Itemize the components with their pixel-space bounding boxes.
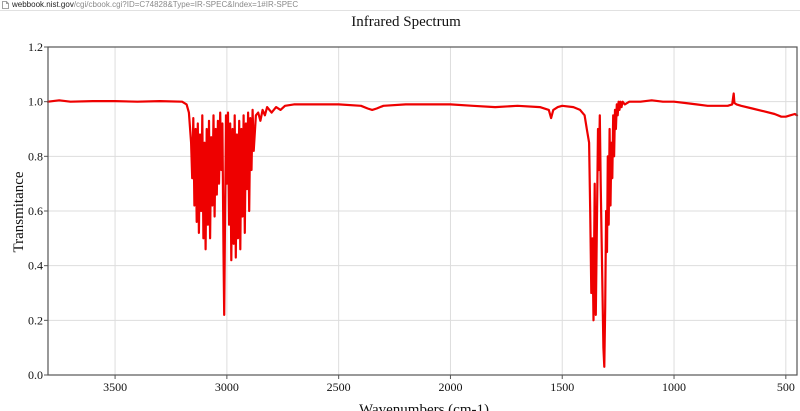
plot-border [47,46,798,376]
y-tick-label: 0.4 [28,259,43,273]
x-tick-label: 500 [777,380,795,394]
x-tick-label: 3500 [103,380,127,394]
chart-title: Infrared Spectrum [351,14,461,30]
url-host: webbook.nist.gov [12,0,74,9]
grid [48,46,797,376]
series-line-transmittance [46,92,799,368]
y-tick-label: 1.0 [28,95,43,109]
y-axis-label: Transmitance [11,171,27,252]
x-tick-label: 2000 [438,380,462,394]
y-tick-label: 1.2 [28,40,43,54]
x-axis-label: Wavenumbers (cm-1) [359,402,489,411]
x-tick-label: 1500 [550,380,574,394]
x-tick-label: 2500 [327,380,351,394]
page-icon [2,1,9,9]
axis-ticks: 0.0 0.2 0.4 0.6 0.8 1.0 1.2 3500 3000 2500 2000 150… [28,40,795,394]
url-path: /cgi/cbook.cgi?ID=C74828&Type=IR-SPEC&In… [73,0,299,9]
y-tick-label: 0.6 [28,204,43,218]
y-tick-label: 0.8 [28,149,43,163]
url-text[interactable]: webbook.nist.gov/cgi/cbook.cgi?ID=C74828… [12,0,298,10]
x-tick-label: 1000 [662,380,686,394]
y-tick-label: 0.2 [28,313,43,327]
x-tick-label: 3000 [215,380,239,394]
y-tick-label: 0.0 [28,368,43,382]
address-bar[interactable]: webbook.nist.gov/cgi/cbook.cgi?ID=C74828… [0,0,800,11]
